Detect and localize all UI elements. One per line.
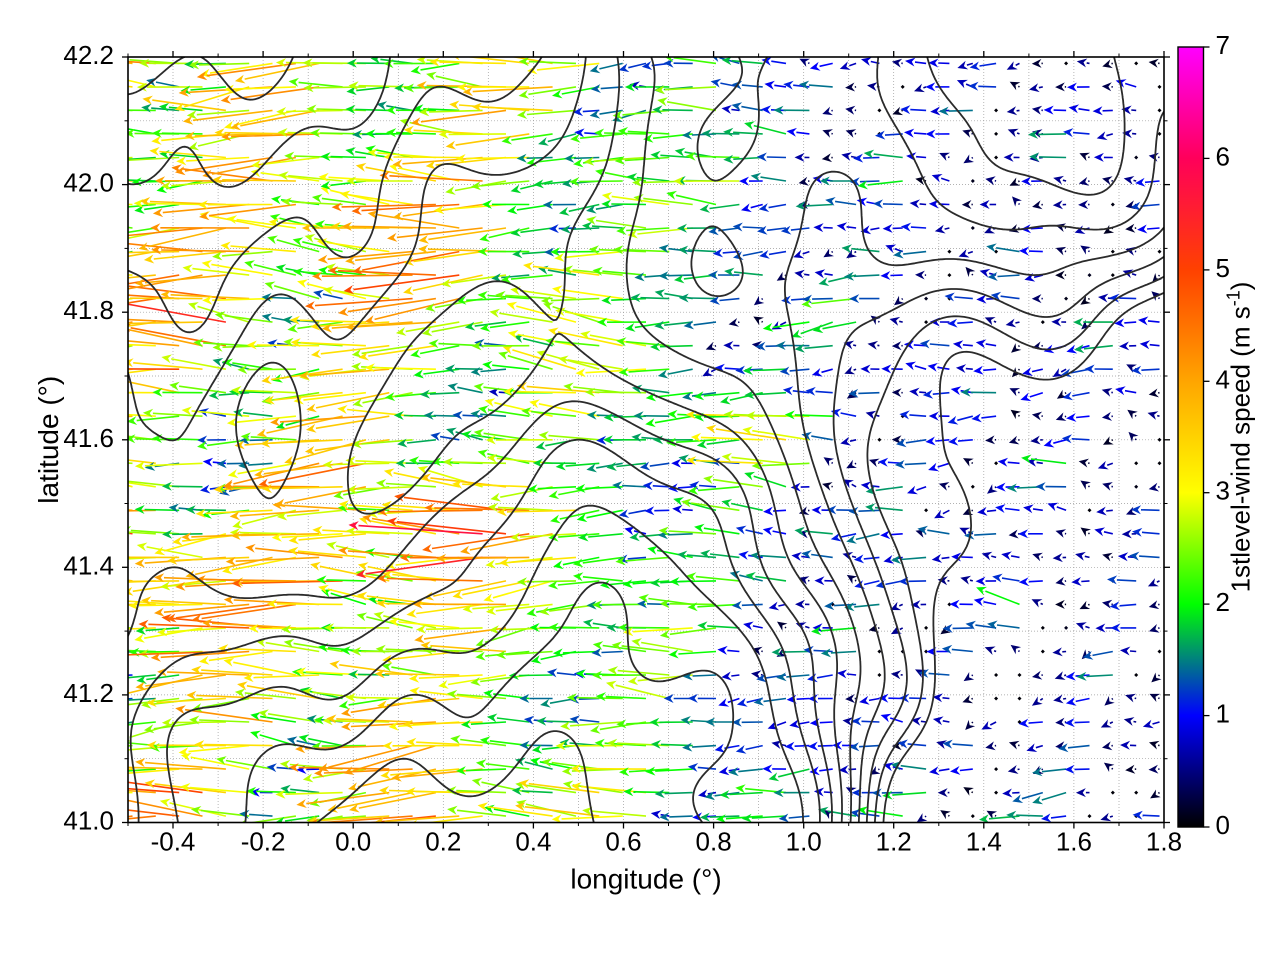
svg-text:41.8: 41.8 xyxy=(63,295,114,325)
svg-text:7: 7 xyxy=(1216,30,1230,60)
svg-text:longitude (°): longitude (°) xyxy=(570,864,721,895)
svg-text:1.6: 1.6 xyxy=(1056,827,1092,857)
svg-text:latitude (°): latitude (°) xyxy=(33,376,64,504)
svg-text:6: 6 xyxy=(1216,141,1230,171)
svg-text:0: 0 xyxy=(1216,810,1230,840)
svg-text:1.4: 1.4 xyxy=(966,827,1002,857)
svg-text:41.2: 41.2 xyxy=(63,678,114,708)
svg-text:0.0: 0.0 xyxy=(335,827,371,857)
svg-text:41.0: 41.0 xyxy=(63,806,114,836)
svg-text:5: 5 xyxy=(1216,253,1230,283)
svg-text:41.6: 41.6 xyxy=(63,423,114,453)
svg-text:1.0: 1.0 xyxy=(786,827,822,857)
svg-text:42.2: 42.2 xyxy=(63,40,114,70)
svg-text:1.8: 1.8 xyxy=(1146,827,1182,857)
svg-text:0.6: 0.6 xyxy=(605,827,641,857)
svg-text:1.2: 1.2 xyxy=(876,827,912,857)
svg-text:1: 1 xyxy=(1216,699,1230,729)
svg-text:0.2: 0.2 xyxy=(425,827,461,857)
svg-text:0.8: 0.8 xyxy=(696,827,732,857)
svg-text:-0.4: -0.4 xyxy=(151,827,196,857)
svg-text:-0.2: -0.2 xyxy=(241,827,286,857)
svg-text:42.0: 42.0 xyxy=(63,168,114,198)
svg-text:0.4: 0.4 xyxy=(515,827,551,857)
svg-text:41.4: 41.4 xyxy=(63,550,114,580)
svg-text:1stlevel-wind speed (m s-1): 1stlevel-wind speed (m s-1) xyxy=(1224,282,1256,593)
